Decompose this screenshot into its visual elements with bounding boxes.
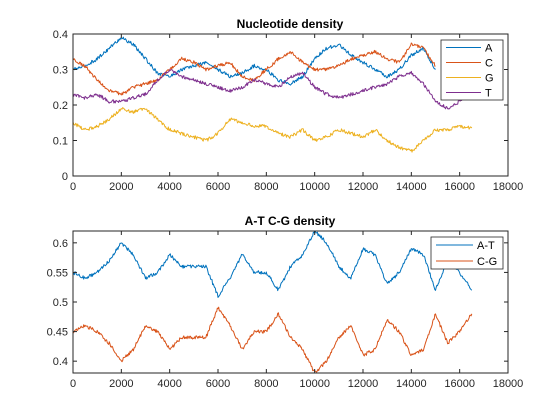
y-tick-label: 0.6 <box>53 238 68 250</box>
y-tick-label: 0.5 <box>53 297 68 309</box>
chart-title: Nucleotide density <box>237 17 344 31</box>
legend-label-a: A <box>485 43 493 55</box>
series-line-g <box>73 107 473 153</box>
x-tick-label: 2000 <box>109 378 133 390</box>
y-tick-label: 0.3 <box>53 65 68 77</box>
y-tick-label: 0.45 <box>47 327 68 339</box>
axes: 0 2000 4000 6000 8000 10000 12000 14000 16000 180… <box>47 230 524 390</box>
series-line-c-g <box>73 306 473 373</box>
legend-label-a-t: A-T <box>477 240 495 252</box>
series-line-c <box>73 42 436 96</box>
x-tick-label: 10000 <box>299 181 330 193</box>
x-tick-label: 18000 <box>493 378 524 390</box>
x-tick-label: 18000 <box>493 181 524 193</box>
x-tick-label: 6000 <box>206 378 230 390</box>
y-tick-label: 0 <box>62 171 68 183</box>
legend-label-t: T <box>485 88 492 100</box>
x-tick-label: 16000 <box>444 378 475 390</box>
axes: 0 2000 4000 6000 8000 10000 12000 14000 16000 180… <box>53 29 524 193</box>
x-tick-label: 8000 <box>254 181 278 193</box>
chart-nucleotide-density: Nucleotide density 0 2000 4000 6000 8000 1000… <box>53 17 524 193</box>
chart-at-cg-density: A-T C-G density 0 2000 4000 6000 8000 10000 12… <box>47 214 524 390</box>
series-line-a-t <box>73 231 473 298</box>
y-tick-label: 0.1 <box>53 136 68 148</box>
x-tick-label: 10000 <box>299 378 330 390</box>
x-tick-label: 0 <box>70 181 76 193</box>
y-tick-label: 0.4 <box>53 29 68 41</box>
legend-label-g: G <box>485 73 494 85</box>
y-tick-label: 0.4 <box>53 356 68 368</box>
x-tick-label: 14000 <box>396 378 427 390</box>
x-tick-label: 2000 <box>109 181 133 193</box>
y-tick-label: 0.2 <box>53 100 68 112</box>
series-line-a <box>73 36 436 86</box>
series-layer <box>73 231 473 373</box>
x-tick-label: 4000 <box>157 378 181 390</box>
legend-label-c-g: C-G <box>477 256 497 268</box>
legend-box <box>440 39 504 101</box>
x-tick-label: 0 <box>70 378 76 390</box>
x-tick-label: 12000 <box>348 181 379 193</box>
series-layer <box>73 36 473 153</box>
legend-box <box>430 236 504 270</box>
legend-label-c: C <box>485 58 493 70</box>
x-tick-label: 12000 <box>348 378 379 390</box>
x-tick-label: 8000 <box>254 378 278 390</box>
x-tick-label: 6000 <box>206 181 230 193</box>
chart-title: A-T C-G density <box>245 214 336 228</box>
y-tick-label: 0.55 <box>47 267 68 279</box>
x-tick-label: 16000 <box>444 181 475 193</box>
x-tick-label: 14000 <box>396 181 427 193</box>
series-line-t <box>73 69 473 110</box>
x-tick-label: 4000 <box>157 181 181 193</box>
legend: A-T C-G <box>430 236 504 270</box>
